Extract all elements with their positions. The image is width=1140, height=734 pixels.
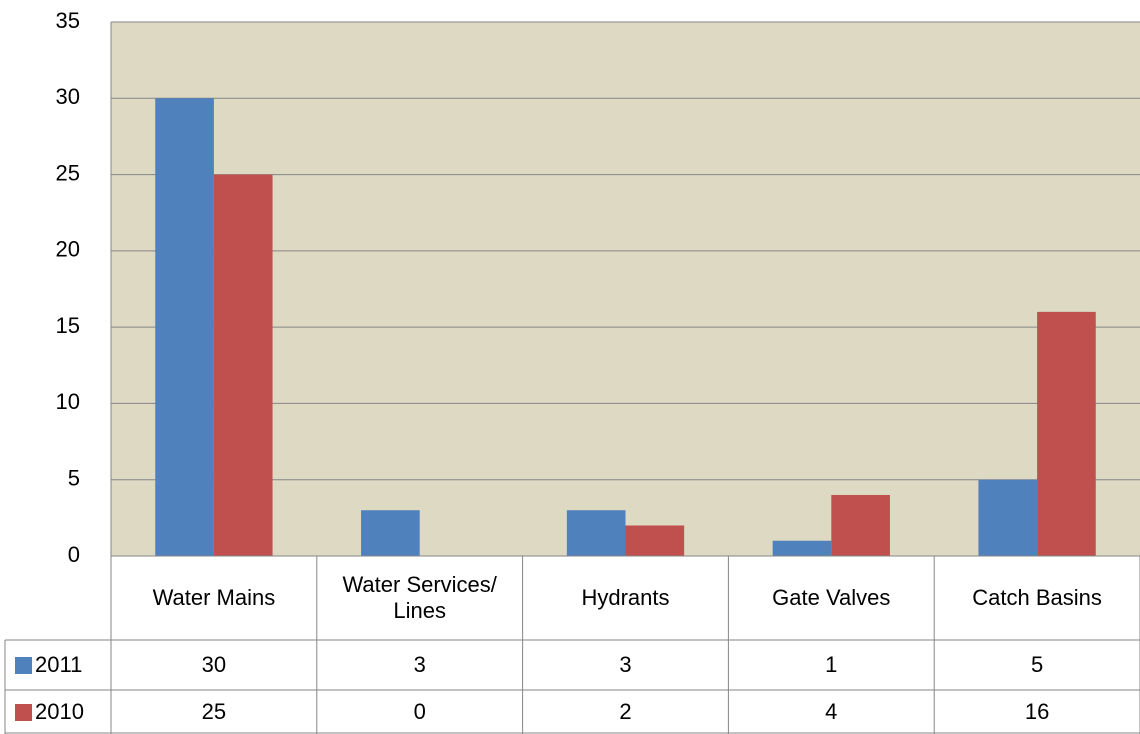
y-tick-label: 25 [56,160,80,185]
table-value: 2 [619,699,632,724]
y-tick-label: 0 [68,542,80,567]
bar [772,540,832,556]
plot-area [111,22,1140,556]
bar [213,174,273,557]
legend-swatch [15,656,32,674]
x-tick-label: Gate Valves [772,585,891,610]
y-tick-label: 15 [56,313,80,338]
table-value: 5 [1030,652,1044,677]
y-tick-label: 10 [56,389,80,414]
y-tick-label: 35 [56,8,80,33]
y-tick-label: 20 [56,237,80,262]
x-tick-label: Water Services/ Lines [342,572,497,623]
x-tick-label: Catch Basins [972,585,1102,610]
bar [625,525,685,556]
bar [1037,311,1096,556]
table-value: 0 [413,699,426,724]
table-value: 16 [1024,699,1050,724]
bar [361,510,420,556]
x-tick-label: Hydrants [581,585,670,610]
table-value: 1 [825,652,838,677]
x-tick-label: Water Mains [152,585,276,610]
legend-label: 2010 [35,699,84,724]
table-value: 4 [825,699,838,724]
bar [155,98,214,557]
y-tick-label: 5 [68,466,80,491]
table-value: 30 [201,652,227,677]
bar [566,510,626,556]
y-tick-label: 30 [56,84,80,109]
legend-entry: 2010 [5,690,111,734]
bar [831,494,890,556]
legend-swatch [15,703,32,721]
table-value: 3 [413,652,426,677]
table-value: 25 [201,699,227,724]
legend-label: 2011 [35,652,83,677]
bar [978,479,1038,556]
legend-entry: 2011 [5,640,111,690]
table-value: 3 [619,652,632,677]
